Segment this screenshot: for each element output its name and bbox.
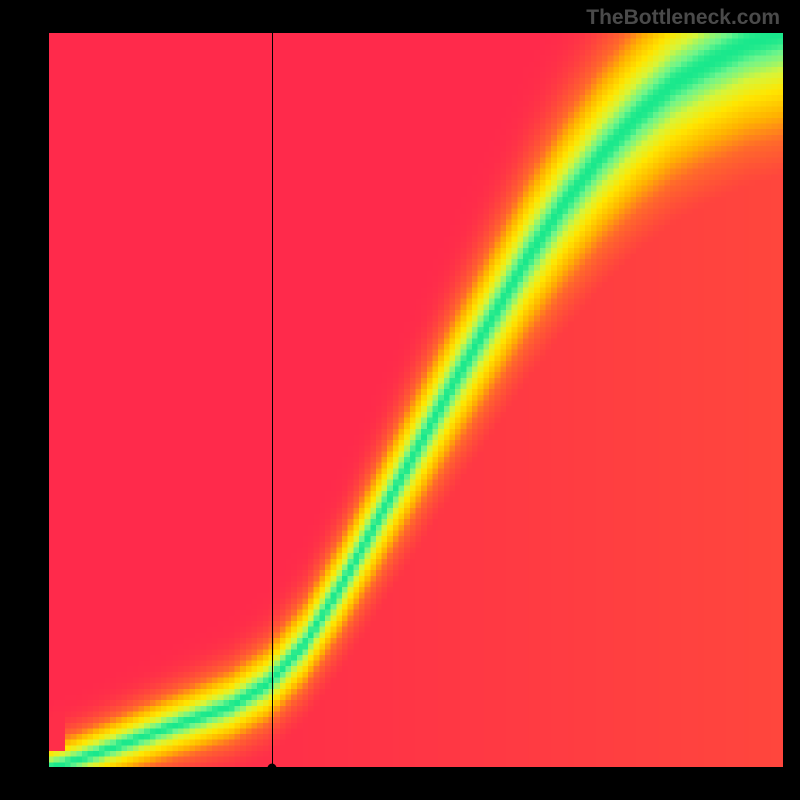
x-axis-line [48,767,783,768]
watermark-text: TheBottleneck.com [586,6,780,30]
marker-dot [268,764,277,773]
plot-area [48,33,783,768]
heatmap-canvas [48,33,783,768]
marker-vertical-line [272,33,273,768]
y-axis-line [48,33,49,768]
